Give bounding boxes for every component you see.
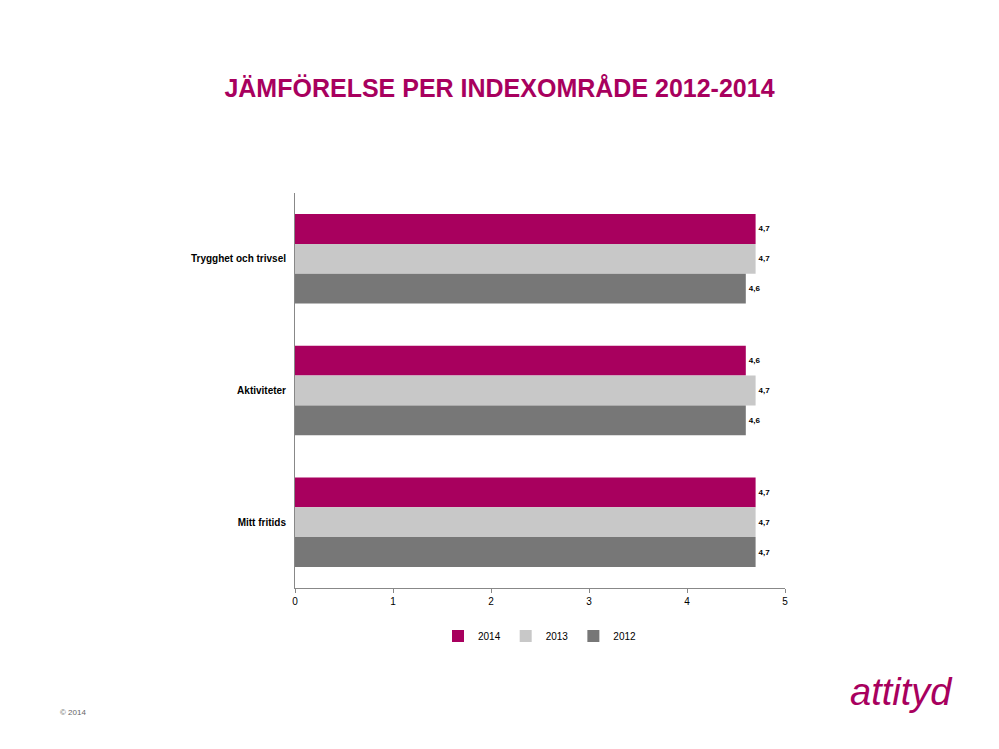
svg-text:4,7: 4,7 [759, 224, 771, 233]
svg-text:2014: 2014 [478, 631, 501, 642]
svg-text:4,7: 4,7 [759, 488, 771, 497]
svg-text:4,7: 4,7 [759, 518, 771, 527]
svg-text:JÄMFÖRELSE PER INDEXOMRÅDE 201: JÄMFÖRELSE PER INDEXOMRÅDE 2012-2014 [224, 74, 774, 102]
svg-text:1: 1 [390, 596, 396, 607]
svg-text:Trygghet och trivsel: Trygghet och trivsel [191, 253, 286, 264]
svg-text:4: 4 [684, 596, 690, 607]
svg-text:4,6: 4,6 [749, 284, 761, 293]
svg-text:© 2014: © 2014 [60, 708, 86, 717]
svg-text:2013: 2013 [546, 631, 569, 642]
svg-text:0: 0 [292, 596, 298, 607]
svg-text:5: 5 [782, 596, 788, 607]
svg-text:Mitt fritids: Mitt fritids [238, 517, 287, 528]
svg-text:4,7: 4,7 [759, 254, 771, 263]
svg-text:attityd: attityd [850, 671, 953, 713]
svg-text:4,7: 4,7 [759, 548, 771, 557]
svg-text:4,6: 4,6 [749, 356, 761, 365]
svg-text:3: 3 [586, 596, 592, 607]
svg-text:4,6: 4,6 [749, 416, 761, 425]
svg-text:Aktiviteter: Aktiviteter [237, 385, 286, 396]
svg-text:2: 2 [488, 596, 494, 607]
svg-text:2012: 2012 [613, 631, 636, 642]
svg-text:4,7: 4,7 [759, 386, 771, 395]
